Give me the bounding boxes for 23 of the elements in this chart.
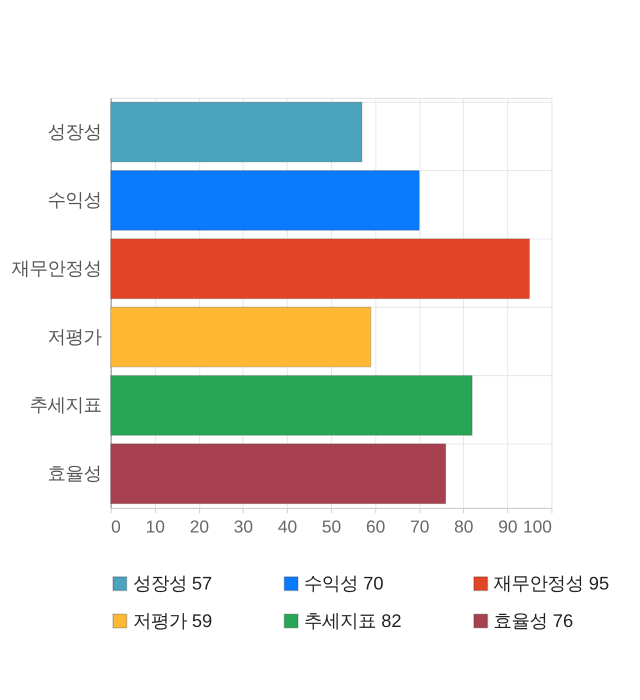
y-tick-label: 수익성	[48, 189, 102, 210]
legend-label: 저평가 59	[132, 610, 212, 631]
x-tick-label: 40	[278, 516, 298, 536]
x-tick-label: 90	[498, 516, 518, 536]
x-tick-label: 60	[366, 516, 386, 536]
x-tick-label: 20	[190, 516, 209, 536]
x-tick-label: 100	[523, 516, 552, 536]
y-tick-label: 저평가	[48, 326, 102, 347]
x-tick-label: 30	[234, 516, 254, 536]
legend-label: 수익성 70	[304, 572, 384, 594]
y-tick-label: 성장성	[48, 120, 102, 142]
x-tick-label: 0	[111, 516, 121, 536]
legend-label: 재무안정성 95	[494, 572, 610, 594]
x-tick-label: 70	[410, 516, 430, 536]
y-tick-label: 효율성	[48, 462, 102, 484]
x-tick-label: 10	[146, 516, 165, 536]
y-tick-label: 추세지표	[30, 394, 102, 416]
x-tick-label: 80	[454, 516, 474, 536]
y-tick-label: 재무안정성	[12, 258, 102, 279]
legend-label: 성장성 57	[132, 572, 212, 594]
x-tick-label: 50	[322, 516, 342, 536]
legend-label: 추세지표 82	[304, 610, 402, 631]
legend-label: 효율성 76	[494, 610, 574, 631]
